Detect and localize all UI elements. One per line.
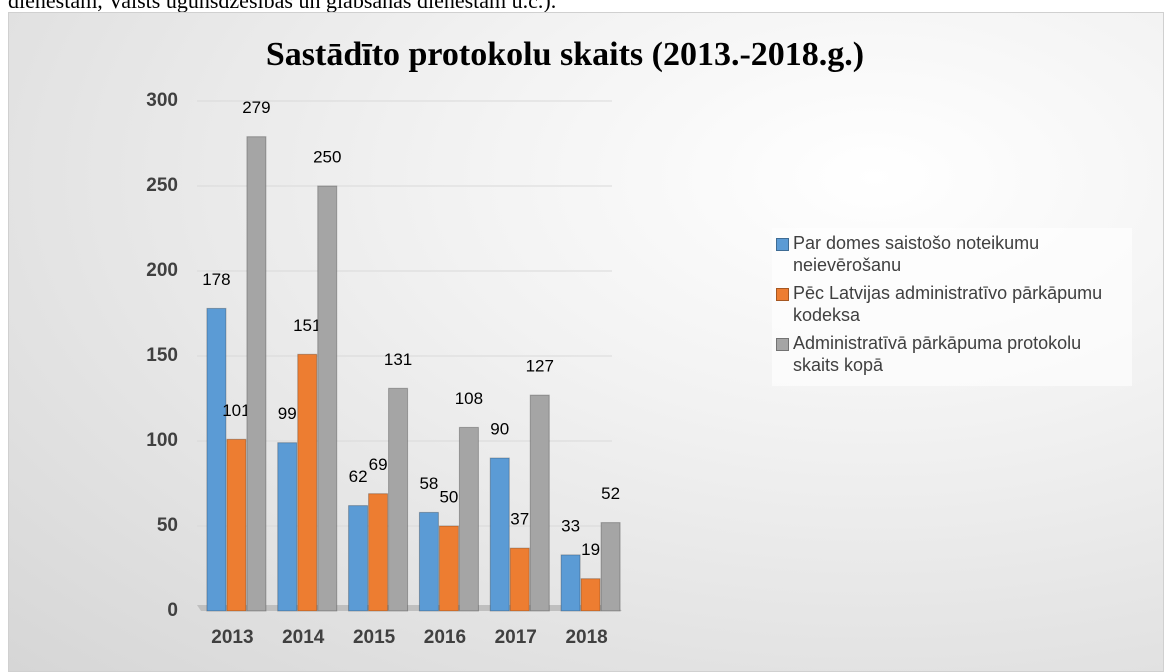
data-label: 250 xyxy=(313,147,341,166)
bar xyxy=(458,426,479,612)
bar xyxy=(438,525,459,612)
y-tick-label: 0 xyxy=(167,600,178,621)
legend-swatch xyxy=(776,288,789,301)
legend-label: Par domes saistošo noteikumu neievērošan… xyxy=(793,233,1040,275)
bar xyxy=(246,136,267,612)
chart-title: Sastādīto protokolu skaits (2013.-2018.g… xyxy=(266,36,864,73)
legend-item: Par domes saistošo noteikumu neievērošan… xyxy=(776,232,1132,276)
y-tick-label: 150 xyxy=(146,345,178,366)
y-tick-label: 100 xyxy=(146,430,178,451)
data-label: 99 xyxy=(278,404,297,423)
data-label: 151 xyxy=(293,316,321,335)
data-label: 127 xyxy=(526,357,554,376)
x-tick-label: 2014 xyxy=(282,627,325,648)
data-label: 279 xyxy=(242,98,270,117)
bar xyxy=(317,185,338,612)
data-label: 58 xyxy=(419,474,438,493)
legend-item: Pēc Latvijas administratīvo pārkāpumu ko… xyxy=(776,282,1132,326)
bar xyxy=(388,387,409,612)
data-label: 108 xyxy=(455,389,483,408)
legend-label: Administratīvā pārkāpuma protokolu skait… xyxy=(793,333,1082,375)
legend-swatch xyxy=(776,238,789,251)
y-tick-label: 250 xyxy=(146,175,178,196)
bar xyxy=(560,554,581,612)
legend: Par domes saistošo noteikumu neievērošan… xyxy=(772,228,1132,386)
data-label: 37 xyxy=(510,510,529,529)
legend-item: Administratīvā pārkāpuma protokolu skait… xyxy=(776,332,1132,376)
data-label: 90 xyxy=(490,419,509,438)
bar xyxy=(529,394,550,612)
bar xyxy=(418,511,439,612)
y-tick-label: 50 xyxy=(157,515,178,536)
y-tick-label: 200 xyxy=(146,260,178,281)
bar xyxy=(297,353,318,612)
bar xyxy=(348,505,369,612)
data-label: 52 xyxy=(601,484,620,503)
data-label: 33 xyxy=(561,516,580,535)
legend-label: Pēc Latvijas administratīvo pārkāpumu ko… xyxy=(793,283,1103,325)
x-tick-label: 2016 xyxy=(424,627,466,648)
data-label: 101 xyxy=(222,401,250,420)
bar xyxy=(277,442,298,612)
x-tick-label: 2015 xyxy=(353,627,396,648)
document-text: dienestam, Valsts ugunsdzēsības un glābš… xyxy=(8,0,557,13)
y-tick-label: 300 xyxy=(146,90,178,111)
data-label: 178 xyxy=(202,270,230,289)
data-label: 62 xyxy=(349,467,368,486)
bar xyxy=(600,522,621,612)
bar xyxy=(226,438,247,612)
legend-swatch xyxy=(776,338,789,351)
data-label: 69 xyxy=(369,455,388,474)
bar xyxy=(368,493,389,612)
bar xyxy=(509,547,530,612)
x-tick-label: 2018 xyxy=(565,627,607,648)
x-tick-label: 2013 xyxy=(211,627,253,648)
bar xyxy=(489,457,510,612)
data-label: 131 xyxy=(384,350,412,369)
bar xyxy=(206,307,227,612)
data-label: 19 xyxy=(581,540,600,559)
bar xyxy=(580,578,601,612)
x-tick-label: 2017 xyxy=(495,627,537,648)
data-label: 50 xyxy=(439,487,458,506)
